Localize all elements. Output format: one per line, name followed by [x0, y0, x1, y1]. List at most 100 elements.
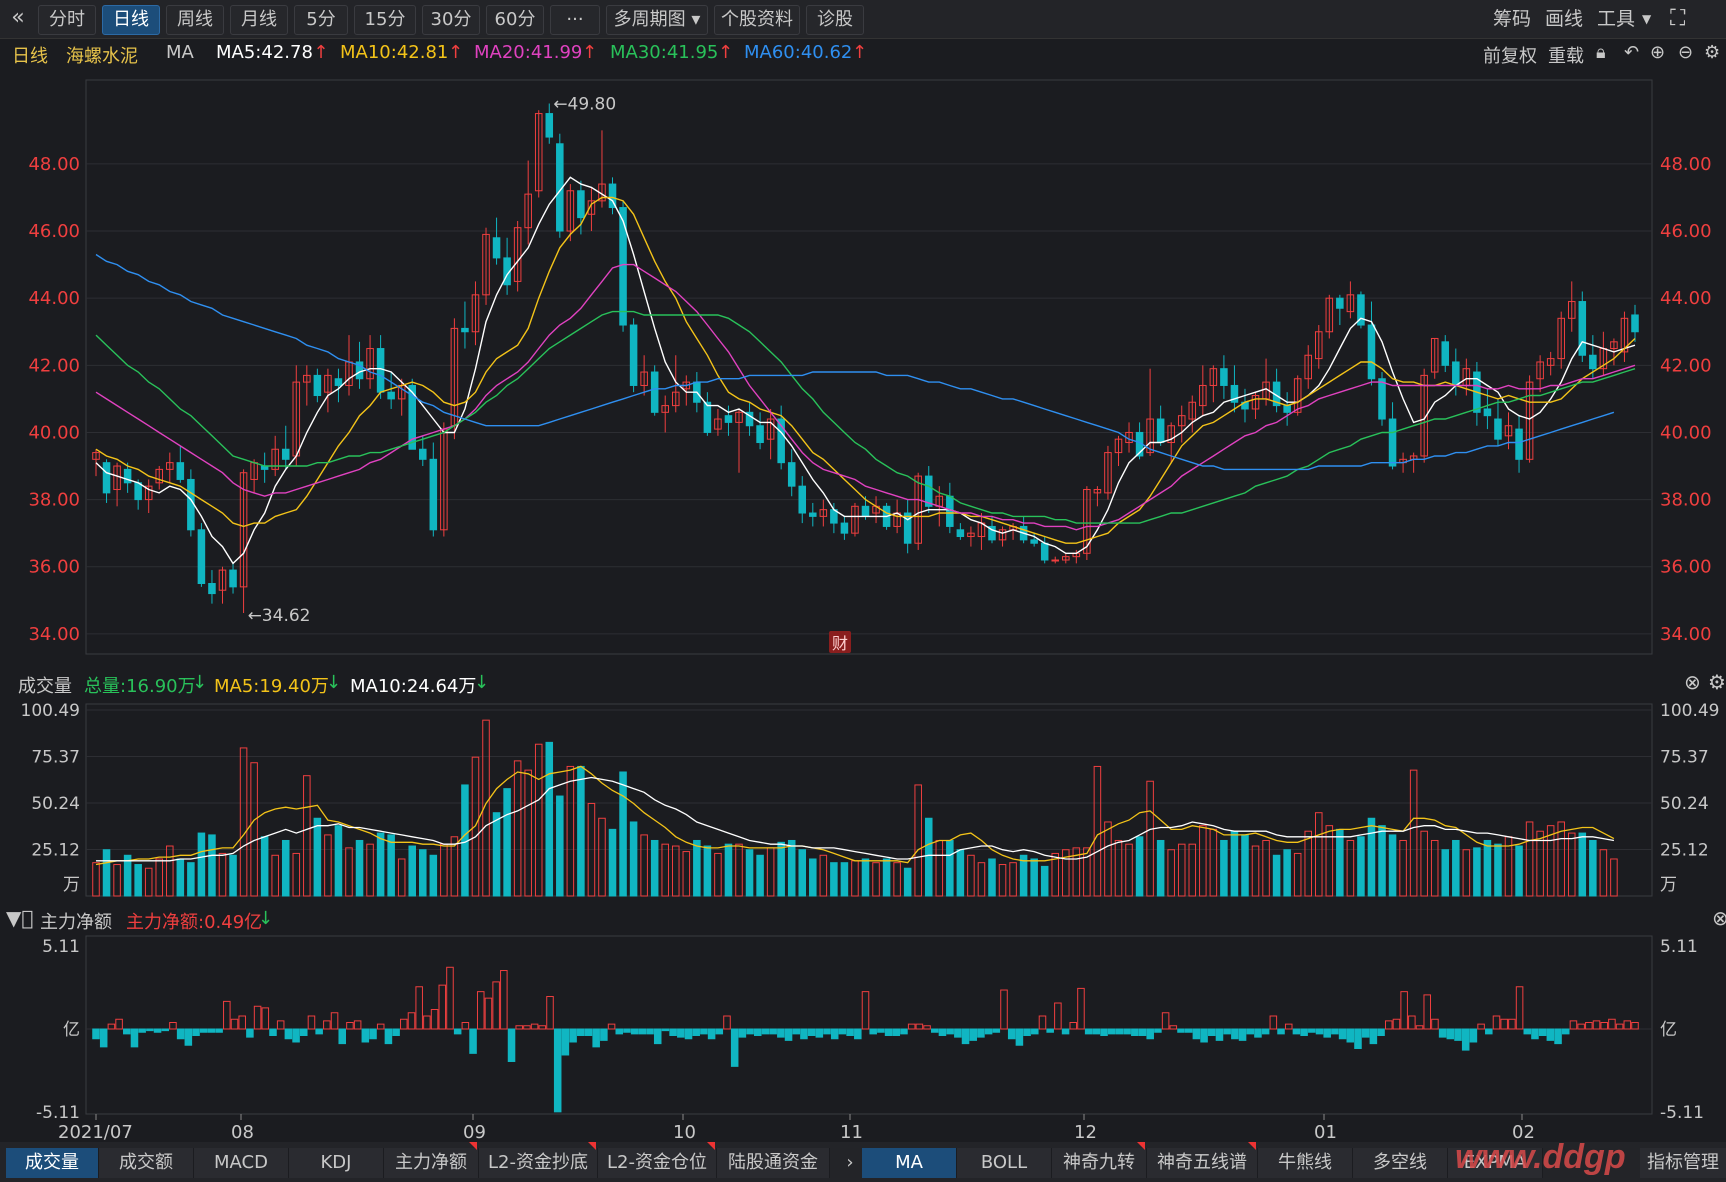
- flow-bar: [515, 1025, 523, 1030]
- flow-bar: [1246, 1028, 1255, 1035]
- close-icon[interactable]: ⊗: [1684, 670, 1701, 694]
- flow-bar: [1608, 1018, 1616, 1030]
- toolbar-tab-9[interactable]: 多周期图 ▾: [606, 5, 708, 35]
- volume-tick-right: 25.12: [1660, 841, 1709, 861]
- expand-icon[interactable]: ⛶: [1670, 6, 1686, 31]
- flow-bar: [754, 1028, 762, 1036]
- stock-chart[interactable]: 48.00 48.00 46.00 46.00 44.00 44.00 42.00 42.00…: [0, 66, 1726, 1142]
- new-badge: [469, 1142, 477, 1150]
- overlay-tab-6[interactable]: EXPMA: [1448, 1148, 1543, 1178]
- toolbar-tab-10[interactable]: 个股资料: [714, 5, 800, 35]
- volume-bar: [956, 849, 965, 897]
- overlay-tab-2[interactable]: 神奇九转: [1052, 1148, 1147, 1178]
- candle-body: [1494, 418, 1502, 440]
- indicator-tab-3[interactable]: KDJ: [289, 1148, 384, 1178]
- candle-body: [619, 207, 627, 326]
- flow-value: 主力净额:0.49亿: [126, 912, 263, 933]
- candle-body: [1357, 294, 1365, 326]
- flow-bar: [761, 1028, 770, 1035]
- indicator-tab-6[interactable]: L2-资金仓位: [598, 1148, 717, 1178]
- reload-button[interactable]: 重载: [1548, 46, 1584, 67]
- volume-title[interactable]: 成交量: [18, 676, 72, 697]
- x-tick-label: 12: [1074, 1122, 1097, 1142]
- toolbar-tab-2[interactable]: 周线: [166, 5, 224, 35]
- candle-body: [1536, 361, 1544, 380]
- tools-button[interactable]: 工具: [1597, 8, 1636, 30]
- toolbar-tab-11[interactable]: 诊股: [806, 5, 864, 35]
- toolbar-tab-7[interactable]: 60分: [486, 5, 544, 35]
- indicator-tab-0[interactable]: 成交量: [6, 1148, 99, 1178]
- chevron-right-icon[interactable]: ›: [836, 1148, 865, 1178]
- toolbar-tab-1[interactable]: 日线: [102, 5, 160, 35]
- volume-bar: [745, 849, 754, 897]
- flow-bar: [1292, 1028, 1301, 1035]
- toolbar-tab-6[interactable]: 30分: [422, 5, 480, 35]
- candle-body: [967, 532, 975, 538]
- toolbar-tab-0[interactable]: 分时: [38, 5, 96, 35]
- undo-icon[interactable]: ↶: [1624, 42, 1640, 63]
- indicator-tab-7[interactable]: 陆股通资金: [717, 1148, 830, 1178]
- indicator-tab-2[interactable]: MACD: [194, 1148, 289, 1178]
- volume-tick-left: 75.37: [31, 747, 80, 767]
- flow-bar: [1000, 989, 1008, 1030]
- volume-bar: [303, 775, 311, 897]
- zoom-out-icon[interactable]: ⊖: [1678, 42, 1694, 63]
- zoom-in-icon[interactable]: ⊕: [1650, 42, 1666, 63]
- volume-bar: [1567, 832, 1576, 897]
- gear-icon[interactable]: ⚙: [1708, 670, 1726, 694]
- volume-bar: [629, 821, 638, 897]
- volume-bar: [1441, 849, 1450, 897]
- ma-line-ma20: [95, 263, 1636, 531]
- double-chevron-left-icon[interactable]: «: [11, 5, 25, 30]
- overlay-tab-3[interactable]: 神奇五线谱: [1147, 1148, 1258, 1178]
- up-arrow-icon: ↑: [582, 42, 598, 63]
- tools-dropdown-icon[interactable]: ▼: [1642, 12, 1652, 26]
- chip-distribution-button[interactable]: 筹码: [1493, 8, 1532, 30]
- indicator-tab-5[interactable]: L2-资金抄底: [479, 1148, 598, 1178]
- indicator-tab-4[interactable]: 主力净额: [384, 1148, 479, 1178]
- volume-bar: [1452, 839, 1460, 897]
- volume-bar: [1188, 843, 1197, 897]
- volume-tick-left: 50.24: [31, 794, 80, 814]
- lock-icon[interactable]: 🔒︎: [1596, 42, 1606, 63]
- candle-body: [492, 237, 501, 259]
- ma-indicator-label[interactable]: MA: [166, 42, 194, 63]
- flow-bar: [161, 1028, 170, 1032]
- flow-title[interactable]: 主力净额: [40, 912, 112, 933]
- candle-body: [471, 294, 480, 333]
- candle-body: [1610, 341, 1618, 350]
- toolbar-tab-3[interactable]: 月线: [230, 5, 288, 35]
- collapse-icon[interactable]: ▼⃝: [6, 906, 34, 930]
- overlay-tab-4[interactable]: 牛熊线: [1258, 1148, 1353, 1178]
- flow-tick-left: -5.11: [36, 1103, 80, 1123]
- indicator-manage-button[interactable]: 指标管理: [1640, 1148, 1726, 1178]
- ma-value-4: MA60:40.62: [744, 42, 853, 63]
- candle-body: [1525, 381, 1534, 460]
- volume-bar: [1220, 839, 1228, 897]
- flow-bar: [846, 1028, 854, 1036]
- candle-body: [144, 485, 153, 501]
- volume-ma10: MA10:24.64万: [350, 676, 477, 697]
- flow-bar: [692, 1028, 700, 1036]
- volume-bar: [313, 817, 322, 897]
- flow-bar: [446, 966, 454, 1030]
- candle-body: [1346, 294, 1355, 313]
- indicator-tab-1[interactable]: 成交额: [99, 1148, 194, 1178]
- candle-body: [640, 371, 648, 386]
- forward-adjust-button[interactable]: 前复权: [1483, 46, 1537, 67]
- toolbar-tab-8[interactable]: ···: [550, 5, 600, 35]
- overlay-tab-0[interactable]: MA: [862, 1148, 957, 1178]
- toolbar-tab-5[interactable]: 15分: [354, 5, 416, 35]
- close-icon[interactable]: ⊗: [1712, 906, 1726, 930]
- overlay-tab-1[interactable]: BOLL: [957, 1148, 1052, 1178]
- toolbar-tab-4[interactable]: 5分: [294, 5, 348, 35]
- candle-body: [324, 374, 332, 393]
- gear-icon[interactable]: ⚙: [1704, 42, 1721, 63]
- flow-bar: [1384, 1020, 1393, 1030]
- candle-body: [313, 374, 322, 397]
- candle-body: [197, 529, 206, 585]
- draw-line-button[interactable]: 画线: [1545, 8, 1584, 30]
- volume-bar: [123, 854, 132, 897]
- overlay-tab-5[interactable]: 多空线: [1353, 1148, 1448, 1178]
- flow-bar: [977, 1028, 985, 1038]
